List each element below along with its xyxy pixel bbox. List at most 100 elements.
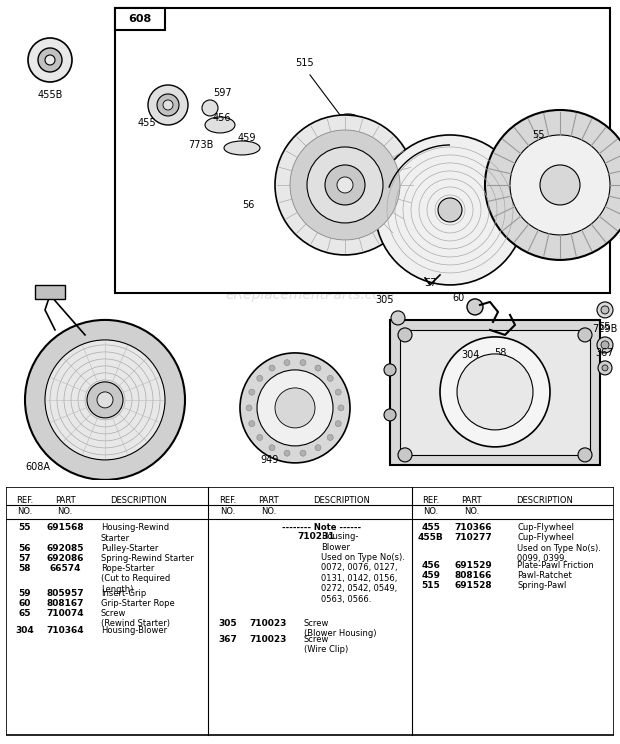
Circle shape (284, 450, 290, 456)
Text: 710366: 710366 (455, 523, 492, 532)
Text: Cup-Flywheel
Used on Type No(s).
0099, 0399.: Cup-Flywheel Used on Type No(s). 0099, 0… (517, 533, 601, 563)
Text: Insert-Grip: Insert-Grip (100, 589, 146, 598)
Circle shape (249, 389, 255, 395)
Text: 65: 65 (18, 609, 31, 618)
Circle shape (202, 100, 218, 116)
Circle shape (257, 434, 263, 440)
Ellipse shape (336, 114, 360, 126)
Text: 304: 304 (15, 626, 34, 635)
Circle shape (485, 110, 620, 260)
Text: Housing-Blower: Housing-Blower (100, 626, 167, 635)
Text: 608: 608 (128, 14, 152, 24)
Circle shape (335, 389, 341, 395)
Circle shape (290, 130, 400, 240)
Circle shape (97, 392, 113, 408)
Text: 692086: 692086 (46, 554, 84, 563)
Circle shape (45, 55, 55, 65)
Text: 367: 367 (218, 635, 237, 644)
Circle shape (240, 353, 350, 463)
Text: REF.
NO.: REF. NO. (16, 496, 33, 516)
Text: 692085: 692085 (46, 544, 84, 553)
Text: 729B: 729B (592, 324, 618, 334)
Circle shape (467, 299, 483, 315)
Circle shape (246, 405, 252, 411)
Text: eReplacementParts.com: eReplacementParts.com (225, 288, 395, 302)
Circle shape (315, 365, 321, 371)
Text: 808166: 808166 (455, 571, 492, 580)
Circle shape (269, 445, 275, 451)
Text: Rope-Starter
(Cut to Required
Length): Rope-Starter (Cut to Required Length) (100, 564, 170, 594)
Text: DESCRIPTION: DESCRIPTION (516, 496, 573, 505)
Text: Pawl-Ratchet: Pawl-Ratchet (517, 571, 572, 580)
Circle shape (257, 375, 263, 382)
Circle shape (601, 341, 609, 349)
Circle shape (391, 311, 405, 325)
Text: 805957: 805957 (46, 589, 84, 598)
Circle shape (148, 85, 188, 125)
Text: 55: 55 (532, 130, 544, 140)
Text: 57: 57 (423, 278, 436, 288)
Text: Cup-Flywheel: Cup-Flywheel (517, 523, 574, 532)
Text: PART
NO.: PART NO. (461, 496, 482, 516)
Text: 710023: 710023 (250, 619, 287, 628)
Text: 808167: 808167 (46, 599, 84, 608)
Text: 710277: 710277 (454, 533, 492, 542)
Circle shape (337, 177, 353, 193)
Text: 57: 57 (18, 554, 31, 563)
Circle shape (398, 448, 412, 462)
Circle shape (284, 359, 290, 365)
Text: 56: 56 (18, 544, 31, 553)
Text: 691528: 691528 (455, 581, 492, 590)
Text: REF.
NO.: REF. NO. (219, 496, 236, 516)
Text: Grip-Starter Rope: Grip-Starter Rope (100, 599, 174, 608)
Text: PART
NO.: PART NO. (55, 496, 76, 516)
Text: Spring-Rewind Starter: Spring-Rewind Starter (100, 554, 193, 563)
Text: -------- Note ------: -------- Note ------ (281, 523, 361, 532)
Text: 456: 456 (422, 561, 440, 570)
Circle shape (438, 198, 462, 222)
Circle shape (598, 361, 612, 375)
Circle shape (440, 337, 550, 447)
Text: Plate-Pawl Friction: Plate-Pawl Friction (517, 561, 594, 570)
Text: 710231: 710231 (298, 532, 335, 541)
Circle shape (384, 364, 396, 376)
Text: 305: 305 (218, 619, 237, 628)
Text: 66574: 66574 (50, 564, 81, 573)
Text: Screw
(Rewind Starter): Screw (Rewind Starter) (100, 609, 170, 629)
Circle shape (457, 354, 533, 430)
Circle shape (87, 382, 123, 418)
Text: 459: 459 (238, 133, 257, 143)
Text: REF.
NO.: REF. NO. (422, 496, 440, 516)
Circle shape (257, 370, 333, 446)
Text: 608A: 608A (25, 462, 50, 472)
Circle shape (275, 115, 415, 255)
Circle shape (510, 135, 610, 235)
Text: PART
NO.: PART NO. (258, 496, 278, 516)
Circle shape (601, 306, 609, 314)
Circle shape (300, 359, 306, 365)
Text: 304: 304 (461, 350, 479, 360)
Text: Housing-Rewind
Starter: Housing-Rewind Starter (100, 523, 169, 542)
Circle shape (597, 337, 613, 353)
Circle shape (269, 365, 275, 371)
Text: 455B: 455B (418, 533, 444, 542)
Text: 55: 55 (18, 523, 31, 532)
Bar (115, 8, 610, 293)
Text: 367: 367 (596, 348, 614, 358)
Text: 60: 60 (19, 599, 30, 608)
Text: 59: 59 (18, 589, 31, 598)
Text: 691568: 691568 (46, 523, 84, 532)
Bar (390, 320, 600, 465)
Text: 60: 60 (453, 293, 465, 303)
Text: 455: 455 (422, 523, 440, 532)
Circle shape (327, 375, 333, 382)
Text: 305: 305 (376, 295, 394, 305)
Circle shape (300, 450, 306, 456)
Text: 58: 58 (494, 348, 506, 358)
Circle shape (325, 165, 365, 205)
Circle shape (25, 320, 185, 480)
Text: 773B: 773B (188, 140, 213, 150)
Text: 456: 456 (213, 113, 231, 123)
Circle shape (38, 48, 62, 72)
Circle shape (540, 165, 580, 205)
